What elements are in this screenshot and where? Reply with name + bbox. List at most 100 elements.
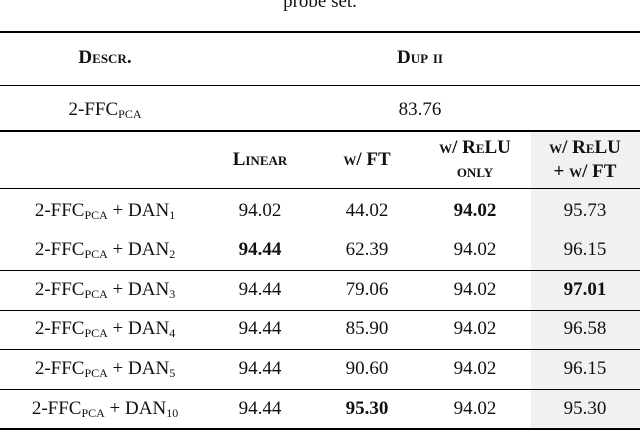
value: 94.44 [238, 239, 282, 260]
subscript: PCA [84, 247, 108, 261]
mid-rule [0, 130, 640, 132]
header-dup: Dup ii [310, 47, 530, 69]
column-header: + w/ FT [553, 161, 617, 182]
header: Dup ii [397, 47, 443, 68]
rule [0, 389, 640, 390]
value-cell: 44.02 [257, 200, 477, 222]
value: 94.44 [238, 279, 282, 300]
rule [0, 270, 640, 271]
value: 94.02 [453, 279, 497, 300]
label-part: 2-FFC [68, 99, 119, 120]
subscript: PCA [84, 287, 108, 301]
rule [0, 310, 640, 311]
value: 94.02 [453, 200, 497, 221]
value: 90.60 [345, 358, 389, 379]
column-header: + w/ FT [475, 161, 640, 183]
column-shade [531, 131, 640, 428]
label-part: + DAN [107, 239, 170, 260]
value: 94.02 [453, 318, 497, 339]
subscript: PCA [118, 107, 142, 121]
column-header: Linear [232, 149, 288, 170]
value: 95.30 [345, 398, 389, 419]
rule [0, 188, 640, 189]
subscript: PCA [84, 366, 108, 380]
subscript: PCA [81, 406, 105, 420]
value-cell: 94.44 [150, 239, 370, 261]
subscript: PCA [84, 326, 108, 340]
value-cell: 94.44 [150, 398, 370, 420]
value-cell: 94.02 [365, 200, 585, 222]
baseline-label: 2-FFCPCA [0, 99, 215, 121]
value-cell: 94.02 [365, 318, 585, 340]
value: 83.76 [398, 99, 442, 120]
value-cell: 94.02 [365, 279, 585, 301]
value-cell: 94.44 [150, 358, 370, 380]
value-cell: 62.39 [257, 239, 477, 261]
value-cell: 95.30 [257, 398, 477, 420]
column-header: w/ ReLU [549, 137, 621, 158]
label-part: 2-FFC [34, 200, 85, 221]
column-header: w/ FT [257, 149, 477, 171]
label-part: 2-FFC [34, 279, 85, 300]
column-header: w/ ReLU [475, 137, 640, 159]
row-label: 2-FFCPCA + DAN10 [0, 398, 215, 420]
label-part: + DAN [107, 358, 170, 379]
value-cell: 94.02 [365, 239, 585, 261]
label-part: 2-FFC [34, 358, 85, 379]
label-part: 2-FFC [34, 318, 85, 339]
value-cell: 79.06 [257, 279, 477, 301]
column-header: Linear [150, 149, 370, 171]
value: 94.02 [453, 358, 497, 379]
value-cell: 94.02 [365, 358, 585, 380]
subscript: PCA [84, 208, 108, 222]
subscript: 10 [166, 406, 179, 420]
value: 97.01 [563, 279, 607, 300]
column-header: only [365, 161, 585, 183]
subscript: 5 [169, 366, 176, 380]
row-label: 2-FFCPCA + DAN1 [0, 200, 215, 222]
value-cell: 85.90 [257, 318, 477, 340]
value-cell: 95.30 [475, 398, 640, 420]
column-header: w/ FT [343, 149, 391, 170]
value-cell: 94.44 [150, 279, 370, 301]
header-descr: Descr. [0, 47, 215, 69]
value-cell: 94.44 [150, 318, 370, 340]
subscript: 4 [169, 326, 176, 340]
column-header: only [456, 161, 494, 182]
subscript: 2 [169, 247, 176, 261]
value-cell: 96.15 [475, 358, 640, 380]
value-cell: 94.02 [150, 200, 370, 222]
rule [0, 349, 640, 350]
value-cell: 96.15 [475, 239, 640, 261]
value: 94.44 [238, 358, 282, 379]
bottom-rule [0, 428, 640, 430]
value: 62.39 [345, 239, 389, 260]
row-label: 2-FFCPCA + DAN5 [0, 358, 215, 380]
baseline-value: 83.76 [310, 99, 530, 121]
value: 94.02 [238, 200, 282, 221]
value: 79.06 [345, 279, 389, 300]
value: 94.02 [453, 239, 497, 260]
value: 95.30 [563, 398, 607, 419]
row-label: 2-FFCPCA + DAN4 [0, 318, 215, 340]
label-part: 2-FFC [31, 398, 82, 419]
label-part: + DAN [104, 398, 167, 419]
value: 96.15 [563, 239, 607, 260]
value: 94.44 [238, 398, 282, 419]
rule [0, 85, 640, 86]
top-rule [0, 31, 640, 33]
value-cell: 94.02 [365, 398, 585, 420]
label-part: + DAN [107, 318, 170, 339]
label-part: + DAN [107, 279, 170, 300]
subscript: 3 [169, 287, 176, 301]
row-label: 2-FFCPCA + DAN3 [0, 279, 215, 301]
value-cell: 96.58 [475, 318, 640, 340]
subscript: 1 [169, 208, 176, 222]
value-cell: 90.60 [257, 358, 477, 380]
value: 94.02 [453, 398, 497, 419]
label-part: 2-FFC [34, 239, 85, 260]
caption: probe set. [283, 0, 357, 12]
column-header: w/ ReLU [439, 137, 511, 158]
value-cell: 95.73 [475, 200, 640, 222]
